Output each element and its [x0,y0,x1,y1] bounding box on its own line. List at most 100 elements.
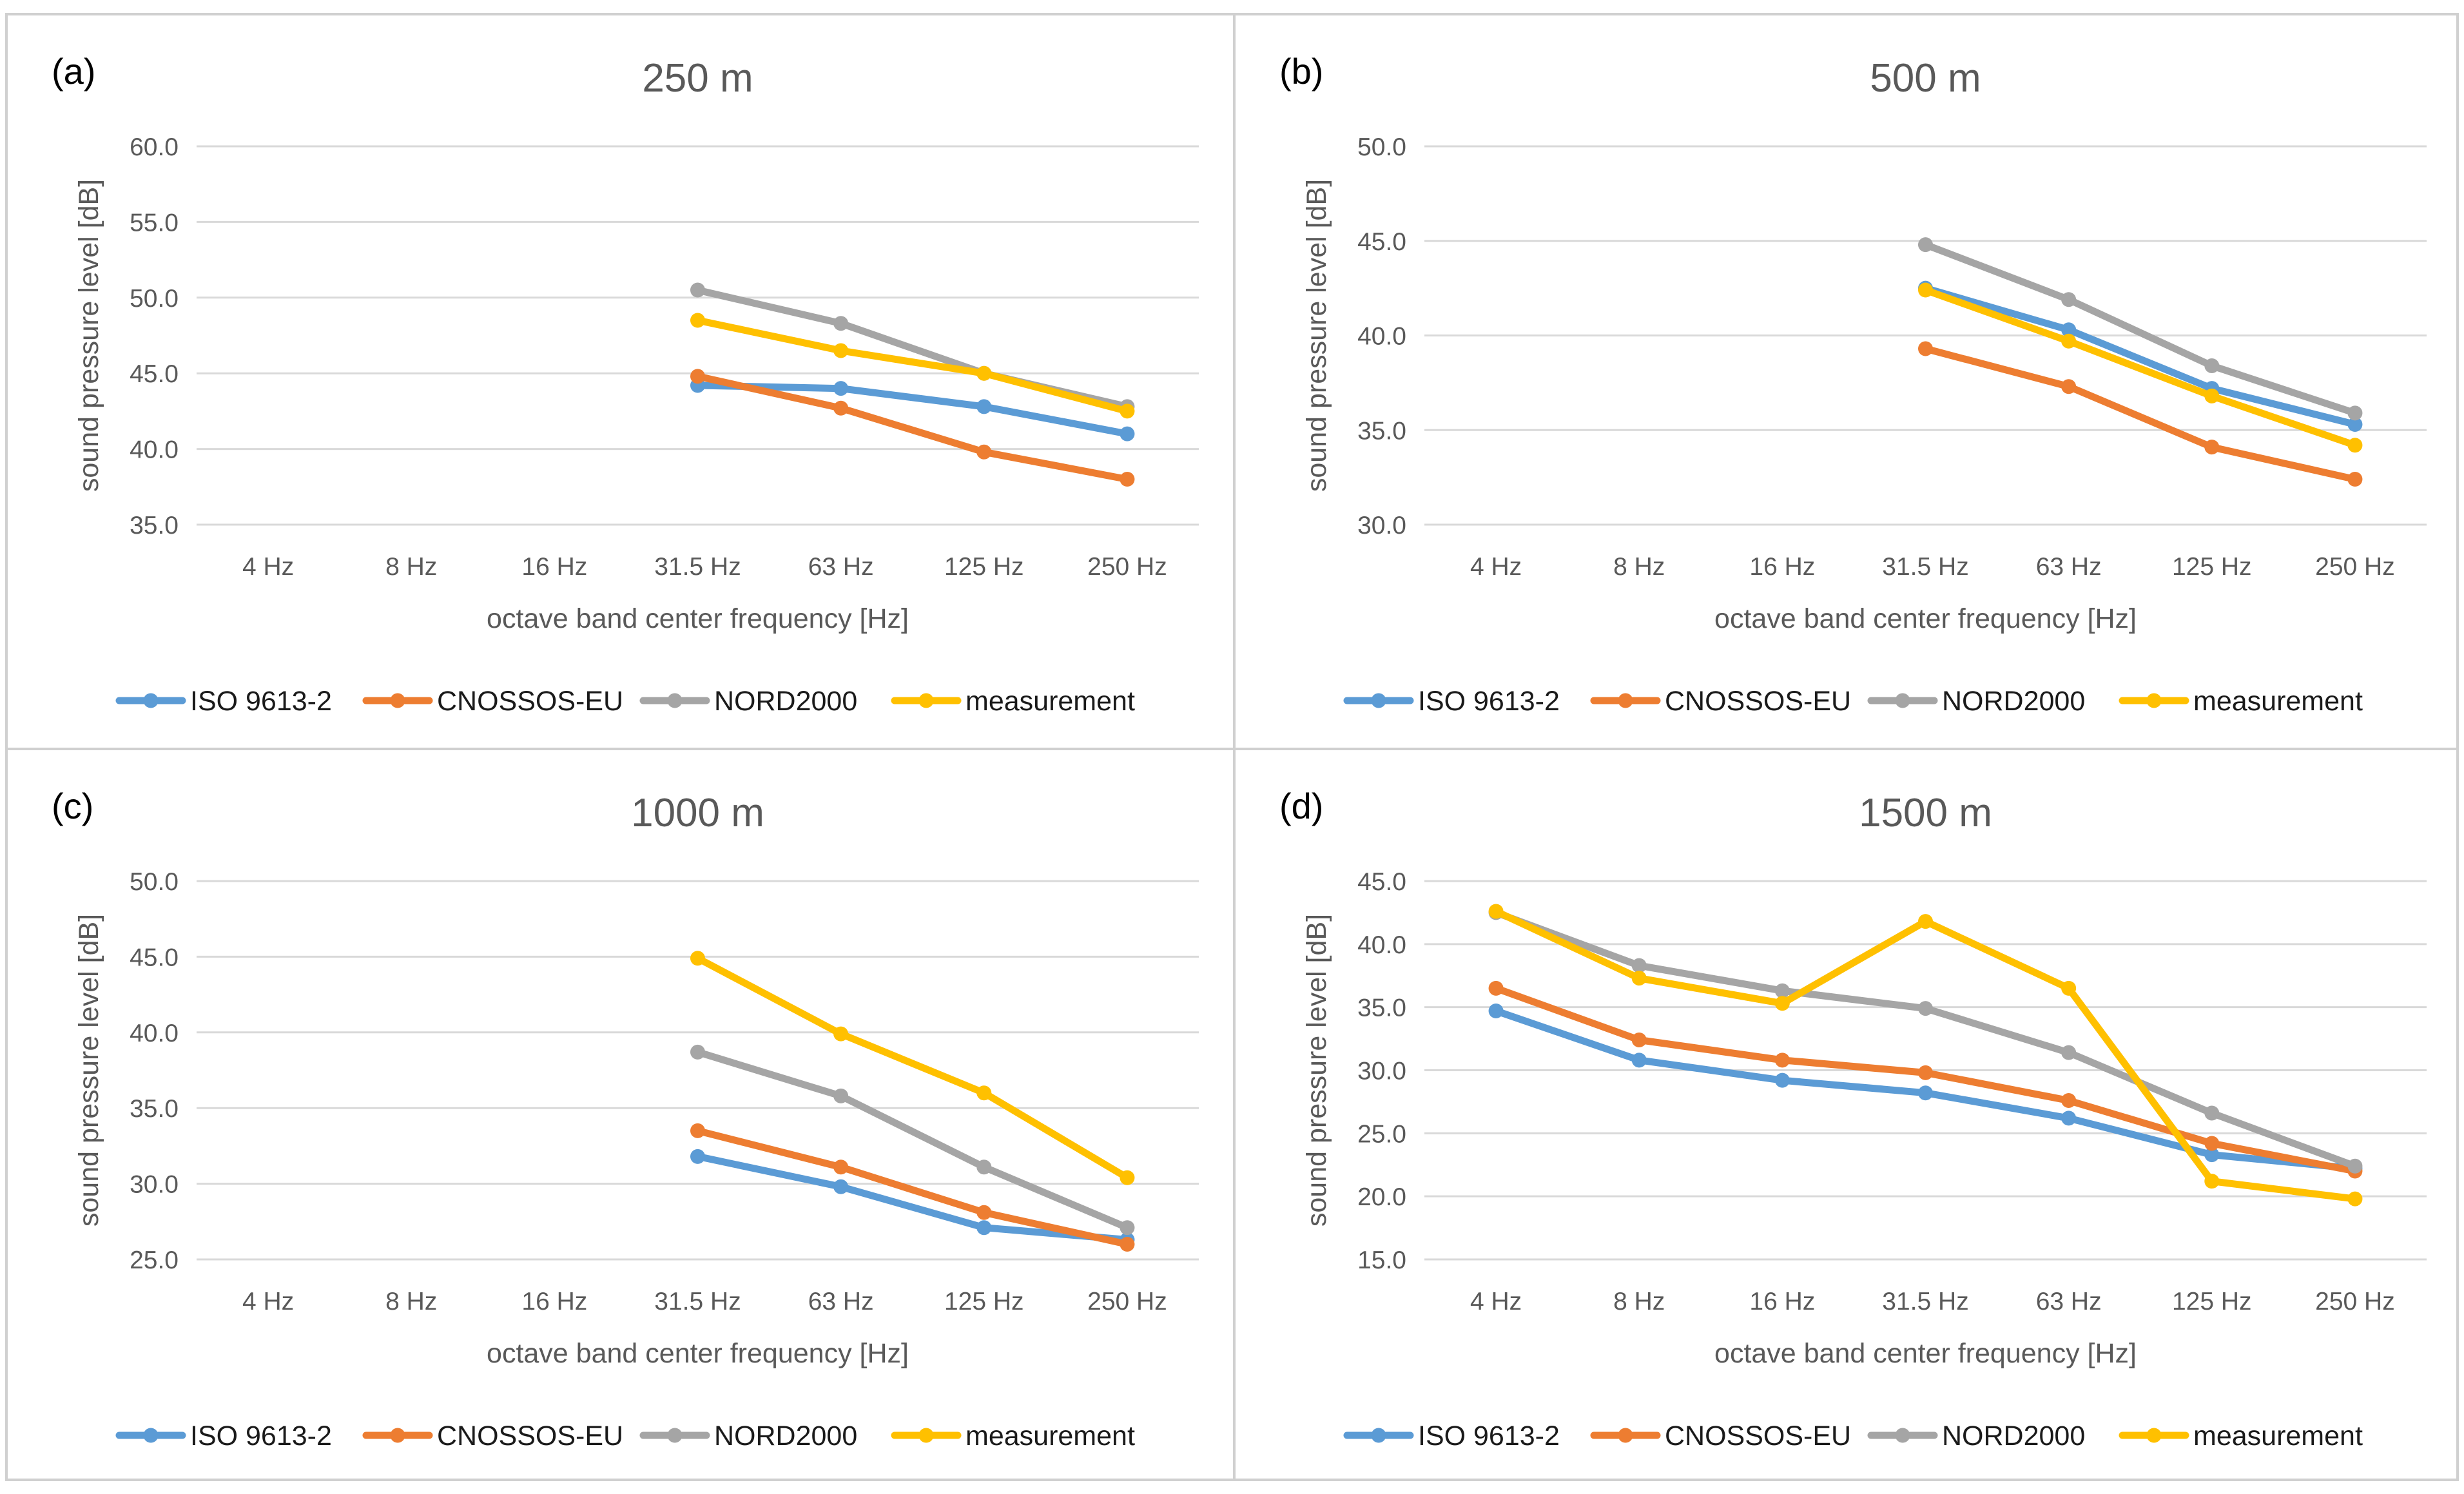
data-point [690,369,705,384]
legend-swatch-marker [667,1428,683,1443]
data-point [1774,1072,1790,1088]
x-tick-label: 31.5 Hz [1882,553,1968,581]
data-point [1631,958,1647,973]
data-point [2061,1092,2077,1108]
series-measurement [1918,282,2363,453]
x-tick-label: 125 Hz [944,1288,1024,1315]
legend-swatch-marker [1618,693,1633,708]
legend-item: ISO 9613-2 [1343,686,1560,717]
data-point [1488,980,1504,996]
data-point [1774,983,1790,998]
panel-label: (c) [52,786,93,826]
data-point [2204,1147,2220,1163]
data-point [1918,341,1933,356]
legend-swatch-marker [143,1428,159,1443]
panel-frame [1233,748,2459,1481]
data-point [2204,388,2220,403]
data-point [833,1088,849,1103]
data-point [690,1123,705,1138]
legend-item: measurement [891,1421,1135,1451]
data-point [2061,333,2077,349]
series-line [1922,286,2359,449]
x-tick-label: 125 Hz [944,553,1024,581]
legend-label: ISO 9613-2 [1418,686,1560,717]
x-tick-label: 63 Hz [808,553,874,581]
data-point [833,381,849,396]
data-point [1120,1237,1135,1252]
y-tick-label: 20.0 [1357,1183,1406,1211]
data-point [2061,379,2077,394]
y-tick-label: 45.0 [1357,868,1406,896]
chart-panel-c: (c) 1000 m 25.0 30.0 35.0 40.0 45.0 50.0 4 Hz 8 H… [5,748,1236,1481]
data-point [2061,1045,2077,1060]
data-point [1120,403,1135,419]
data-point [1120,1220,1135,1236]
data-point [976,1205,992,1220]
x-tick-label: 4 Hz [242,553,294,581]
legend-swatch-marker [918,693,934,708]
legend-label: NORD2000 [714,1421,857,1451]
data-point [833,1179,849,1194]
legend-label: CNOSSOS-EU [437,686,623,717]
data-point [976,365,992,381]
legend: ISO 9613-2 CNOSSOS-EU NORD2000 measurement [115,686,1135,717]
x-tick-label: 16 Hz [1749,1288,1815,1315]
series-line [694,1127,1131,1248]
legend-swatch-marker [667,693,683,708]
y-tick-label: 40.0 [1357,323,1406,351]
series-measurement [690,951,1135,1185]
y-axis-label: sound pressure level [dB] [1301,179,1332,492]
data-point [976,1220,992,1236]
chart-panel-a: (a) 250 m 35.0 40.0 45.0 50.0 55.0 60.0 4 Hz 8 Hz… [5,13,1236,750]
legend-label: measurement [965,1421,1135,1451]
data-point [2061,322,2077,338]
legend-swatch-marker [1618,1428,1633,1443]
y-tick-label: 35.0 [1357,417,1406,445]
data-point [1631,1053,1647,1068]
data-point [1488,904,1504,919]
series-cnossos-eu [690,369,1135,487]
legend-label: measurement [2193,686,2363,717]
y-tick-label: 35.0 [130,512,179,539]
data-point [690,951,705,966]
x-tick-label: 8 Hz [1613,553,1665,581]
chart-title: 1000 m [631,791,764,835]
panel-label: (d) [1279,786,1323,826]
y-tick-label: 50.0 [130,285,179,313]
x-tick-label: 16 Hz [1749,553,1815,581]
legend-label: NORD2000 [1942,1421,2085,1451]
legend-item: NORD2000 [1867,686,2085,717]
legend-item: measurement [2119,1421,2363,1451]
data-point [1120,426,1135,441]
x-tick-label: 16 Hz [521,553,587,581]
series-cnossos-eu [690,1123,1135,1252]
x-tick-label: 63 Hz [808,1288,874,1315]
y-tick-label: 35.0 [1357,994,1406,1022]
data-point [1918,1065,1933,1080]
y-tick-label: 15.0 [1357,1247,1406,1274]
y-tick-label: 60.0 [130,133,179,161]
x-tick-label: 31.5 Hz [1882,1288,1968,1315]
data-point [690,282,705,298]
legend-swatch-marker [918,1428,934,1443]
y-tick-label: 40.0 [130,1020,179,1047]
series-line [1922,284,2359,428]
series-cnossos-eu [1918,341,2363,487]
panel-label: (b) [1279,51,1323,92]
series-line [694,373,1131,483]
y-tick-label: 40.0 [1357,931,1406,959]
y-tick-label: 25.0 [130,1247,179,1274]
x-tick-label: 8 Hz [385,1288,437,1315]
legend-label: measurement [965,686,1135,717]
x-axis-label: octave band center frequency [Hz] [1714,603,2137,634]
data-point [2204,1105,2220,1121]
data-point [2347,1158,2363,1174]
legend-item: NORD2000 [639,686,857,717]
legend-label: CNOSSOS-EU [437,1421,623,1451]
x-tick-label: 31.5 Hz [654,553,741,581]
chart-title: 250 m [642,56,753,101]
legend-label: NORD2000 [714,686,857,717]
data-point [976,1085,992,1101]
legend-swatch-marker [1895,693,1910,708]
data-point [1488,1004,1504,1019]
